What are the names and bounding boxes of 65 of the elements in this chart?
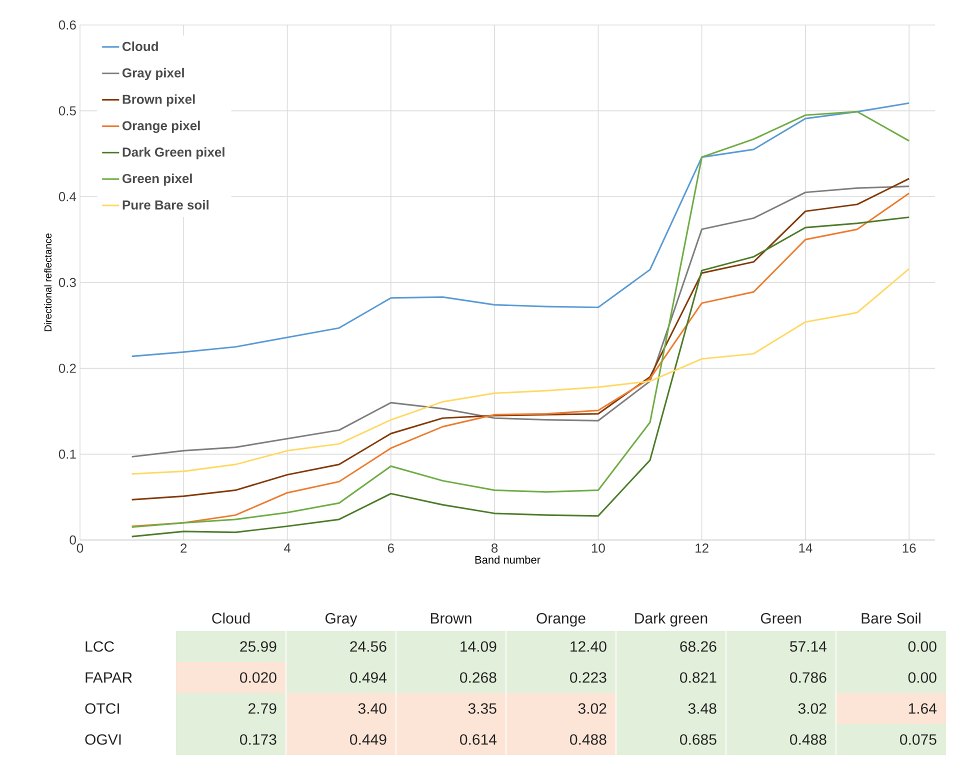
legend-label: Brown pixel xyxy=(122,94,195,106)
x-tick-label: Brown xyxy=(430,613,472,624)
x-axis-title: Band number xyxy=(475,556,540,564)
x-tick-label: 4 xyxy=(284,544,291,552)
x-tick-label: 8 xyxy=(492,544,498,553)
x-tick-label: Green xyxy=(760,612,801,624)
y-tick-label: OTCI xyxy=(85,703,119,714)
data-label: 24.56 xyxy=(350,641,386,652)
data-label: 0.821 xyxy=(680,672,716,683)
data-label: 0.173 xyxy=(240,734,276,745)
x-tick-label: 2 xyxy=(180,544,187,553)
x-tick-label: Dark green xyxy=(635,612,708,627)
y-tick-label: 0.6 xyxy=(58,20,76,30)
data-label: 0.268 xyxy=(460,672,496,683)
legend-label: Orange pixel xyxy=(122,120,200,133)
data-label: 0.449 xyxy=(350,734,386,745)
data-label: 0.494 xyxy=(350,672,387,683)
data-label: 0.223 xyxy=(570,672,606,683)
data-label: 0.00 xyxy=(908,641,936,652)
data-label: 0.488 xyxy=(570,734,606,745)
data-label: 2.79 xyxy=(248,703,276,714)
data-label: 0.00 xyxy=(908,672,936,683)
data-label: 3.35 xyxy=(468,703,496,714)
x-tick-label: 14 xyxy=(799,544,812,552)
y-tick-label: 0.5 xyxy=(58,106,76,116)
data-label: 3.02 xyxy=(578,703,606,714)
y-tick-label: LCC xyxy=(86,641,114,652)
legend-label: Gray pixel xyxy=(122,68,184,80)
data-label: 3.02 xyxy=(798,703,826,714)
x-tick-label: Gray xyxy=(326,612,358,627)
x-tick-label: Bare Soil xyxy=(862,612,920,624)
data-label: 0.786 xyxy=(790,672,826,683)
data-label: 1.64 xyxy=(908,703,937,714)
data-label: 0.488 xyxy=(790,734,826,745)
y-tick-label: 0.1 xyxy=(58,450,76,459)
data-label: 68.26 xyxy=(680,641,716,652)
y-tick-label: 0.2 xyxy=(58,364,76,373)
legend-label: Pure Bare soil xyxy=(122,200,208,210)
x-tick-label: 16 xyxy=(902,544,916,553)
line-series xyxy=(131,268,910,475)
y-tick-label: OGVI xyxy=(85,734,121,745)
x-tick-label: Orange xyxy=(536,612,586,627)
data-label: 25.99 xyxy=(240,641,276,652)
legend-label: Cloud xyxy=(122,41,158,52)
y-tick-label: 0 xyxy=(70,535,76,545)
legend-label: Dark Green pixel xyxy=(122,147,224,160)
y-tick-label: 0.4 xyxy=(58,192,76,202)
y-axis-title: Directional reflectance xyxy=(44,234,52,332)
y-tick-label: FAPAR xyxy=(86,672,132,683)
data-label: 3.40 xyxy=(358,703,386,714)
legend-label: Green pixel xyxy=(122,174,192,186)
data-label: 0.020 xyxy=(240,672,276,683)
data-label: 12.40 xyxy=(570,641,606,652)
x-tick-label: Cloud xyxy=(212,612,250,624)
data-label: 14.09 xyxy=(460,641,496,652)
data-label: 3.48 xyxy=(688,703,716,714)
x-tick-label: 0 xyxy=(76,544,84,553)
data-label: 57.14 xyxy=(790,641,827,652)
x-tick-label: 12 xyxy=(696,544,708,553)
data-label: 0.075 xyxy=(900,734,936,745)
data-label: 0.614 xyxy=(460,734,497,745)
x-tick-label: 6 xyxy=(388,544,394,553)
data-label: 0.685 xyxy=(680,734,716,745)
x-tick-label: 10 xyxy=(592,544,605,553)
y-tick-label: 0.3 xyxy=(58,278,76,288)
